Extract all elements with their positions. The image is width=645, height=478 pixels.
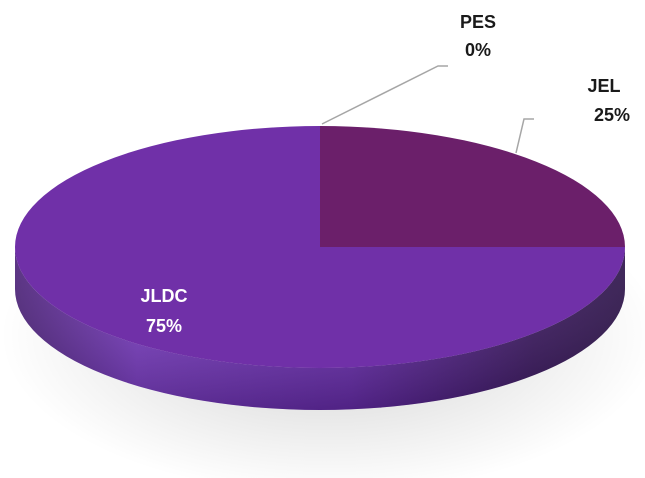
pie-slice-jldc <box>15 126 625 368</box>
data-label-pes-name: PES <box>460 12 496 32</box>
data-label-jldc-name: JLDC <box>140 286 187 306</box>
pie-slice-jel <box>320 126 625 247</box>
data-label-jldc-percent: 75% <box>146 316 182 336</box>
pie-side-shade <box>15 247 625 410</box>
data-label-pes-percent: 0% <box>465 40 491 60</box>
data-label-jel-name: JEL <box>587 76 620 96</box>
data-label-jel-percent: 25% <box>594 105 630 125</box>
leader-line-pes <box>321 65 448 125</box>
leader-line-jel <box>515 118 534 154</box>
